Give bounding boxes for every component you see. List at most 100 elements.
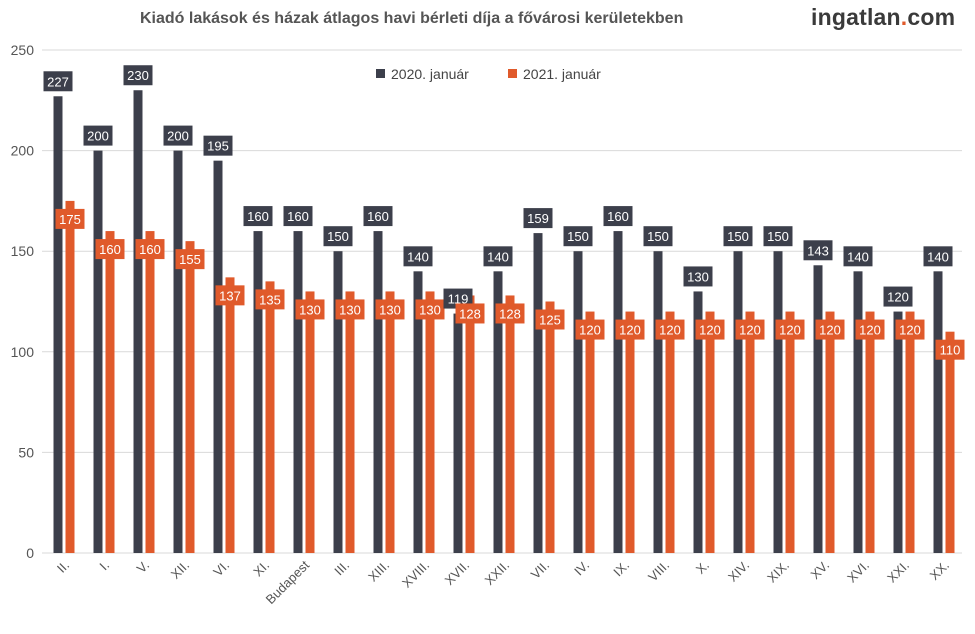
y-tick-label: 250 <box>11 42 35 58</box>
bar-2020 <box>573 251 583 553</box>
bar-2021 <box>385 291 395 553</box>
y-tick-label: 200 <box>11 143 35 159</box>
data-label-2020: 120 <box>887 290 909 305</box>
data-label-bg-2020 <box>323 226 353 247</box>
data-label-2021: 130 <box>299 302 321 317</box>
data-label-2020: 140 <box>487 249 509 264</box>
data-label-bg-2020 <box>363 206 393 227</box>
data-label-2021: 128 <box>459 306 481 321</box>
data-label-bg-2020 <box>403 246 433 267</box>
legend-label-2020: 2020. január <box>391 66 469 82</box>
data-label-2020: 227 <box>47 74 69 89</box>
data-label-bg-2021 <box>135 239 165 260</box>
bar-2021 <box>105 231 115 553</box>
x-tick-label: XX. <box>927 558 952 583</box>
bar-2020 <box>733 251 743 553</box>
bar-2021 <box>865 311 875 553</box>
x-tick-label: XII. <box>168 558 192 582</box>
x-tick-label: VI. <box>210 558 232 580</box>
data-label-2021: 120 <box>579 323 601 338</box>
legend-item-2021: 2021. január <box>508 66 601 82</box>
data-label-2021: 120 <box>659 323 681 338</box>
data-label-2020: 230 <box>127 68 149 83</box>
bar-2020 <box>773 251 783 553</box>
data-label-bg-2020 <box>923 246 953 267</box>
data-label-bg-2021 <box>335 299 365 320</box>
x-tick-label: VIII. <box>645 558 672 585</box>
x-tick-label: IV. <box>571 558 592 579</box>
data-label-bg-2021 <box>655 319 685 340</box>
x-tick-label: VII. <box>528 558 552 582</box>
data-label-bg-2021 <box>775 319 805 340</box>
bar-2021 <box>305 291 315 553</box>
x-tick-label: XIV. <box>725 558 752 585</box>
data-label-2021: 128 <box>499 306 521 321</box>
bar-2021 <box>745 311 755 553</box>
logo-suffix: com <box>907 4 956 30</box>
bar-2020 <box>373 231 383 553</box>
legend-item-2020: 2020. január <box>376 66 469 82</box>
bar-2020 <box>693 291 703 553</box>
bar-2021 <box>505 295 515 553</box>
x-tick-label: V. <box>134 558 152 576</box>
bar-2021 <box>185 241 195 553</box>
data-label-bg-2020 <box>83 125 113 146</box>
data-label-2021: 120 <box>699 323 721 338</box>
bar-2021 <box>945 331 955 553</box>
bar-2021 <box>265 281 275 553</box>
bar-2020 <box>253 231 263 553</box>
data-label-2021: 120 <box>619 323 641 338</box>
data-label-bg-2021 <box>255 289 285 310</box>
data-label-2021: 120 <box>779 323 801 338</box>
bar-2020 <box>813 265 823 553</box>
data-label-bg-2021 <box>55 208 85 229</box>
x-tick-label: XXI. <box>884 558 912 586</box>
data-label-2020: 160 <box>287 209 309 224</box>
x-tick-label: XIII. <box>365 558 392 585</box>
bar-2021 <box>585 311 595 553</box>
bar-2020 <box>93 150 103 553</box>
data-label-2021: 120 <box>739 323 761 338</box>
data-label-bg-2020 <box>843 246 873 267</box>
x-tick-label: II. <box>54 558 72 576</box>
data-label-2021: 160 <box>99 242 121 257</box>
bar-2021 <box>665 311 675 553</box>
y-tick-label: 50 <box>18 444 34 460</box>
data-label-bg-2021 <box>575 319 605 340</box>
data-label-bg-2021 <box>695 319 725 340</box>
data-label-bg-2020 <box>523 208 553 229</box>
data-label-2020: 160 <box>367 209 389 224</box>
x-tick-label: XXII. <box>482 558 513 589</box>
bar-2021 <box>825 311 835 553</box>
data-label-bg-2021 <box>175 249 205 270</box>
bar-2020 <box>133 90 143 554</box>
x-tick-label: XVIII. <box>399 558 432 591</box>
data-label-2020: 200 <box>167 129 189 144</box>
data-label-bg-2021 <box>495 303 525 324</box>
logo-main: ingatlan <box>811 4 901 30</box>
bar-2021 <box>905 311 915 553</box>
bar-2021 <box>425 291 435 553</box>
bar-2020 <box>533 233 543 554</box>
bar-2020 <box>293 231 303 553</box>
x-tick-label: X. <box>693 558 712 577</box>
data-label-2021: 120 <box>819 323 841 338</box>
data-label-bg-2020 <box>563 226 593 247</box>
bar-2020 <box>613 231 623 553</box>
data-label-2020: 140 <box>847 249 869 264</box>
x-tick-label: XVII. <box>442 558 473 589</box>
data-label-bg-2021 <box>855 319 885 340</box>
data-label-2021: 160 <box>139 242 161 257</box>
data-label-bg-2020 <box>643 226 673 247</box>
bar-2020 <box>493 271 503 553</box>
x-tick-label: XVI. <box>844 558 872 586</box>
bar-2020 <box>853 271 863 553</box>
bar-2020 <box>173 150 183 553</box>
data-label-bg-2021 <box>215 285 245 306</box>
data-label-bg-2020 <box>283 206 313 227</box>
bar-2021 <box>545 301 555 553</box>
legend-label-2021: 2021. január <box>523 66 601 82</box>
x-tick-label: III. <box>331 558 352 579</box>
data-label-2021: 135 <box>259 292 281 307</box>
